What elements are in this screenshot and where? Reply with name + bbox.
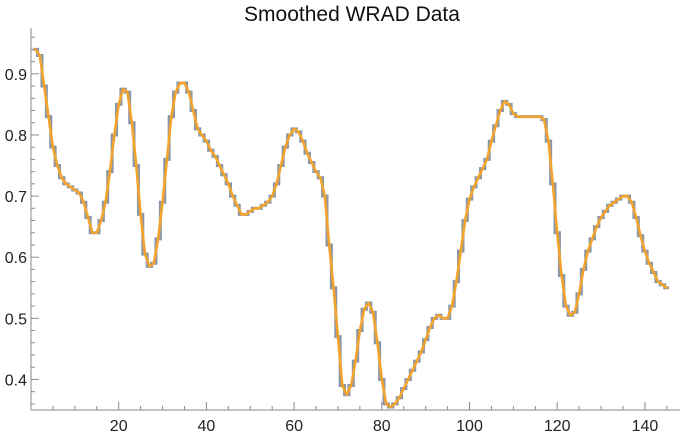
- x-tick-label: 100: [456, 418, 483, 434]
- x-tick-label: 120: [544, 418, 571, 434]
- chart-title: Smoothed WRAD Data: [244, 3, 460, 26]
- y-tick-label: 0.7: [5, 189, 27, 206]
- x-tick-label: 20: [110, 418, 128, 434]
- y-tick-label: 0.5: [5, 311, 27, 328]
- plot-area: [33, 47, 670, 409]
- x-tick-label: 140: [632, 418, 659, 434]
- x-tick-label: 40: [198, 418, 216, 434]
- y-tick-label: 0.4: [5, 372, 27, 389]
- y-tick-label: 0.8: [5, 128, 27, 145]
- x-tick-label: 60: [285, 418, 303, 434]
- smooth-series-line: [34, 48, 669, 409]
- x-tick-label: 80: [373, 418, 391, 434]
- y-tick-label: 0.6: [5, 250, 27, 267]
- axes: 20 40 60 80 100 120 140 0.4 0.5 0.6 0.7 0.8 0.9: [5, 28, 680, 434]
- y-tick-label: 0.9: [5, 67, 27, 84]
